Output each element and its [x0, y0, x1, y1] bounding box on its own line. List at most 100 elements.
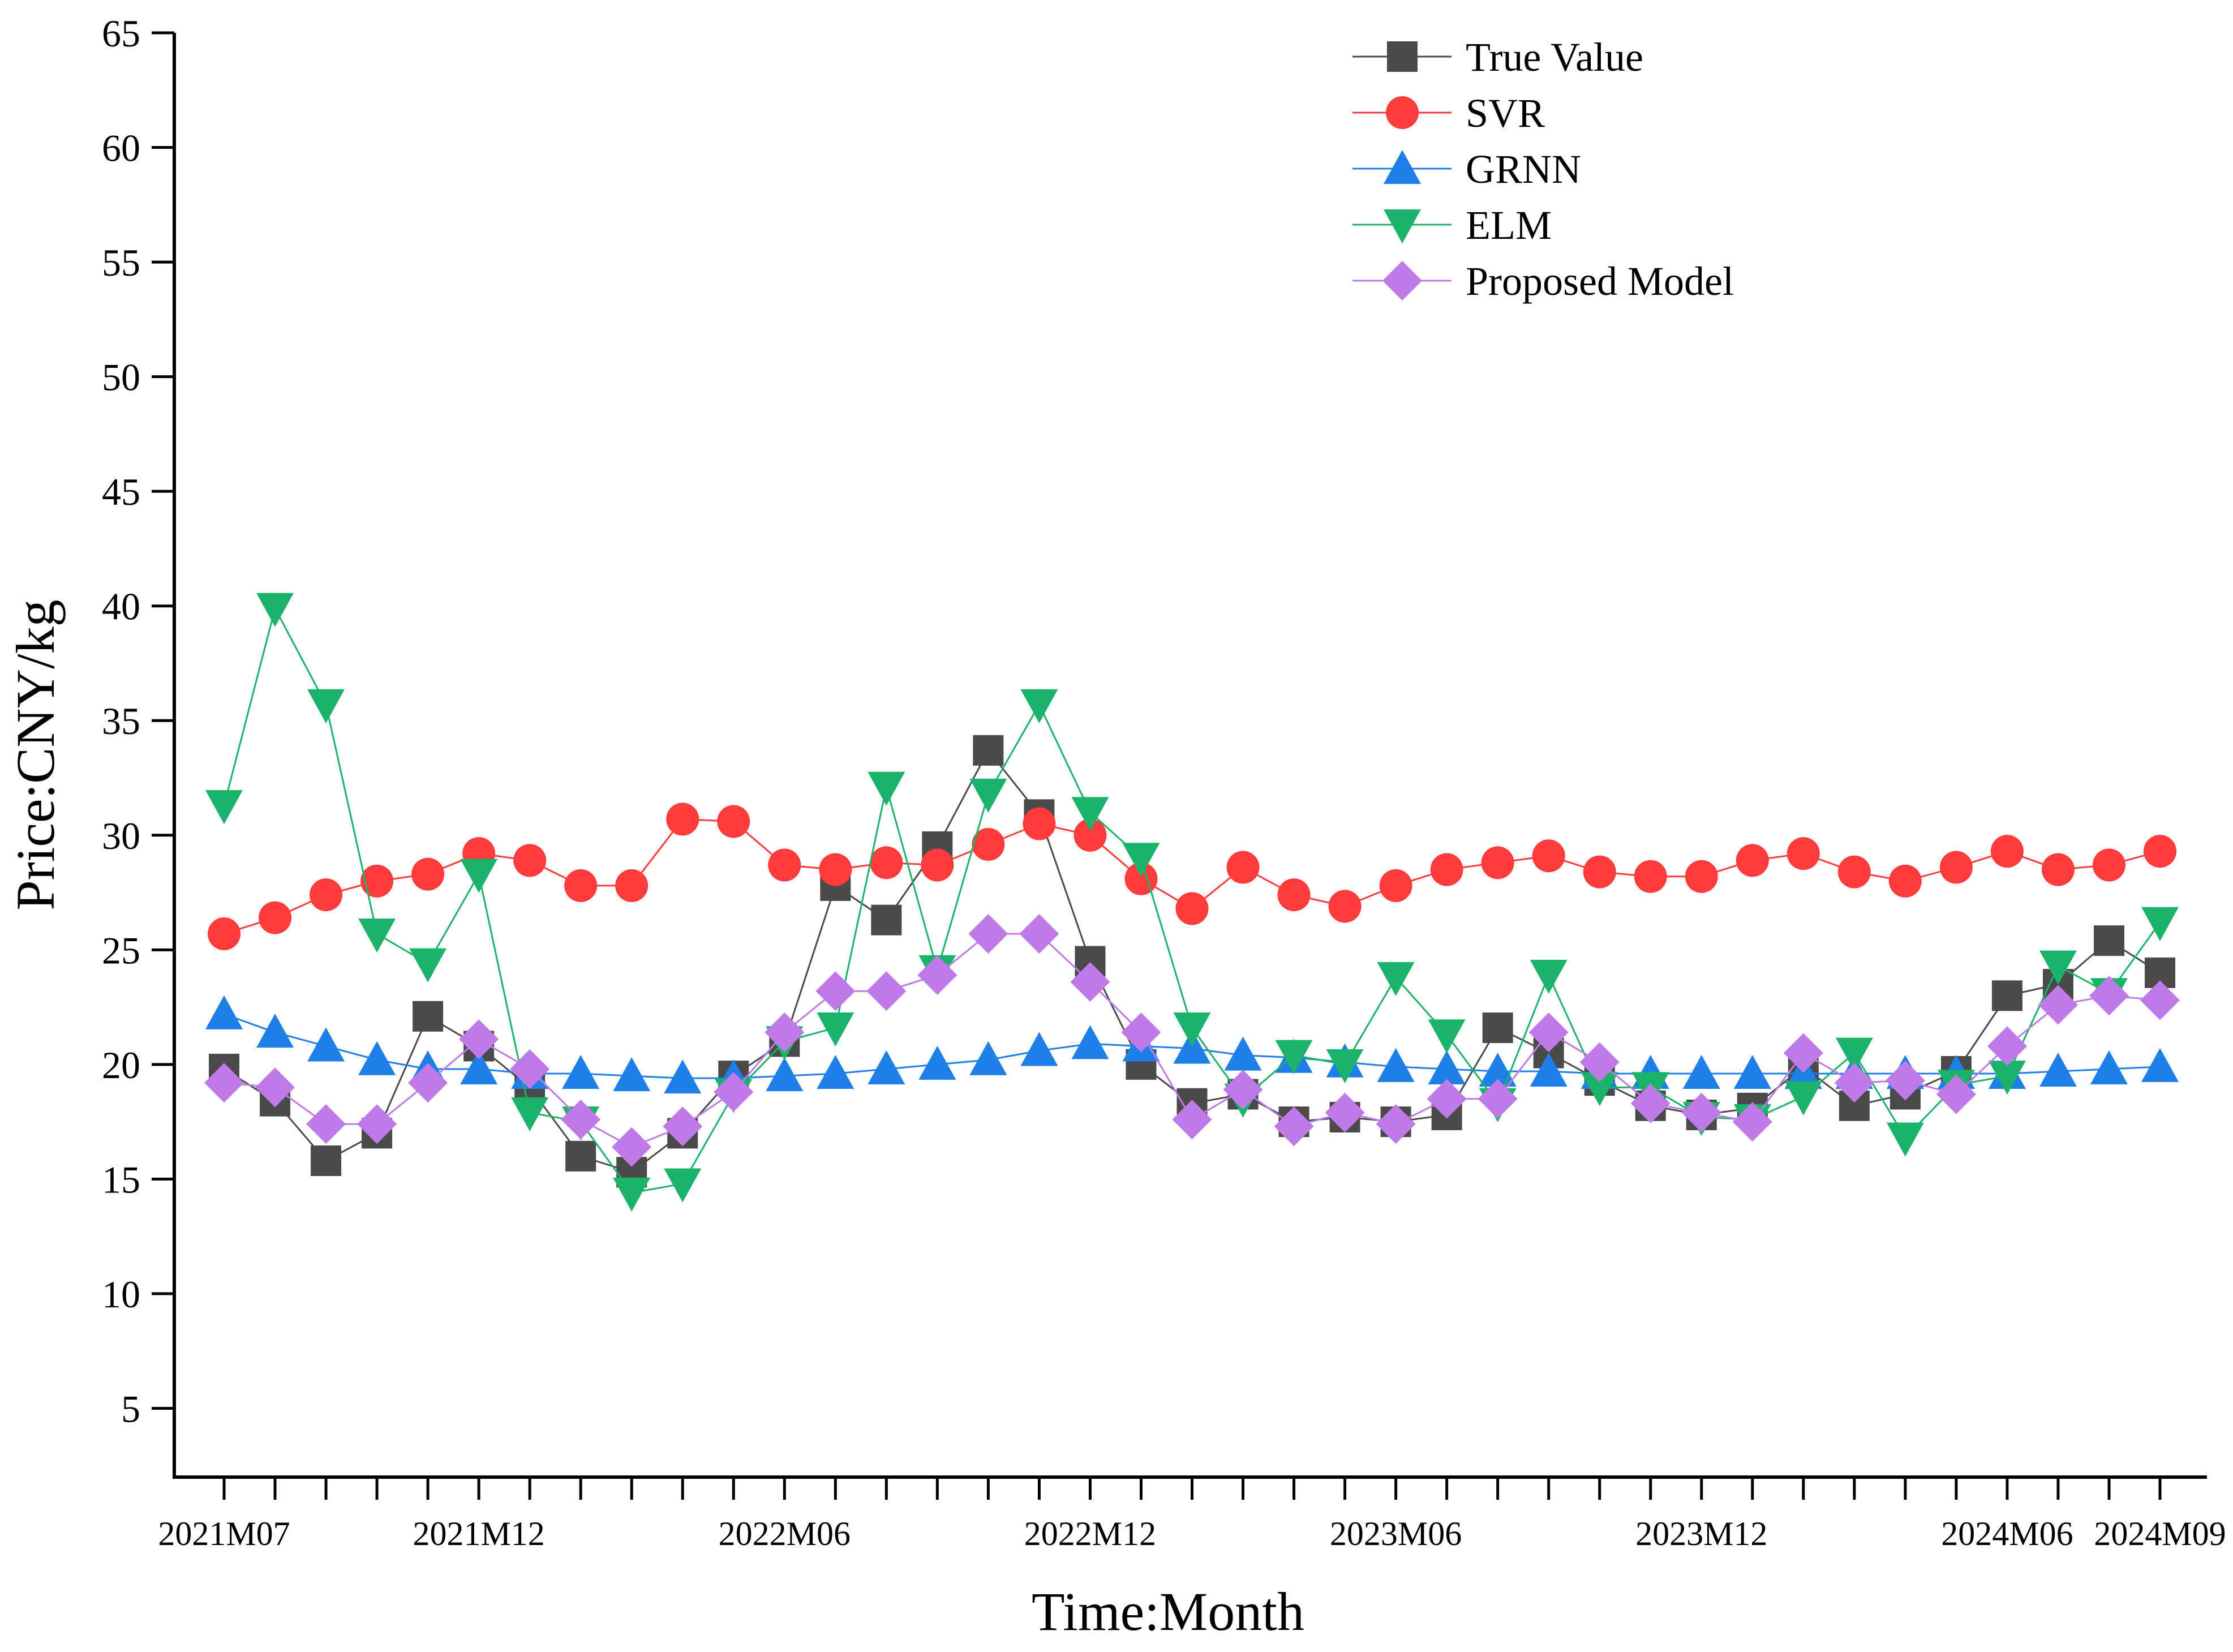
- data-point-elm: [307, 689, 345, 723]
- legend-label: ELM: [1466, 203, 1552, 248]
- data-point-true-value: [2093, 925, 2124, 956]
- y-tick-label: 20: [102, 1044, 140, 1087]
- data-point-svr: [972, 827, 1005, 861]
- data-point-svr: [1939, 851, 1973, 884]
- data-point-svr: [564, 869, 598, 902]
- data-point-proposed-model: [510, 1049, 550, 1089]
- legend-item-grnn: GRNN: [1352, 147, 1581, 192]
- data-point-elm: [868, 771, 905, 806]
- data-point-elm: [1428, 1019, 1466, 1054]
- data-point-proposed-model: [1732, 1102, 1772, 1142]
- legend-item-true-value: True Value: [1352, 35, 1643, 80]
- data-point-grnn: [460, 1050, 498, 1084]
- data-point-proposed-model: [1630, 1083, 1671, 1123]
- data-point-elm: [205, 790, 243, 825]
- data-point-proposed-model: [1070, 962, 1110, 1002]
- data-point-proposed-model: [255, 1067, 295, 1108]
- data-point-elm: [817, 1012, 854, 1047]
- data-point-grnn: [817, 1055, 854, 1089]
- axes: 5 10 15 20 25 30 35 40 45 50 55 60 65 2021M07 2021M12 2…: [102, 12, 2226, 1552]
- data-point-grnn: [969, 1041, 1007, 1075]
- y-tick-label: 55: [102, 241, 140, 284]
- data-point-svr: [717, 805, 750, 838]
- data-point-elm: [1784, 1081, 1822, 1115]
- y-tick-label: 60: [102, 127, 140, 170]
- data-point-svr: [1379, 869, 1412, 902]
- data-point-proposed-model: [1172, 1100, 1212, 1140]
- data-point-proposed-model: [1019, 913, 1059, 954]
- data-point-svr: [411, 857, 445, 891]
- legend-label: Proposed Model: [1466, 259, 1734, 304]
- data-point-elm: [1122, 843, 1160, 877]
- legend-item-elm: ELM: [1352, 203, 1552, 248]
- legend-marker-true-value: [1387, 41, 1418, 72]
- data-point-grnn: [1377, 1048, 1415, 1082]
- data-point-grnn: [1530, 1053, 1568, 1087]
- data-point-proposed-model: [1681, 1092, 1721, 1132]
- data-point-grnn: [205, 995, 243, 1029]
- data-point-true-value: [1482, 1012, 1513, 1044]
- data-point-elm: [1530, 959, 1568, 994]
- data-point-true-value: [565, 1140, 596, 1172]
- data-point-grnn: [868, 1050, 905, 1084]
- legend: True Value SVR GRNN ELM Proposed Model: [1352, 35, 1734, 304]
- data-point-proposed-model: [306, 1104, 346, 1144]
- data-point-grnn: [1173, 1029, 1211, 1064]
- data-point-grnn: [1428, 1050, 1466, 1084]
- data-point-grnn: [918, 1045, 956, 1080]
- data-point-svr: [1583, 855, 1616, 889]
- data-point-svr: [768, 848, 801, 882]
- data-point-elm: [1173, 1012, 1211, 1047]
- data-point-elm: [1020, 689, 1058, 723]
- legend-label: GRNN: [1466, 147, 1581, 192]
- data-point-svr: [1990, 835, 2024, 868]
- data-point-elm: [256, 593, 294, 627]
- y-axis-title: Price:CNY/kg: [5, 599, 66, 910]
- data-point-svr: [360, 864, 394, 898]
- data-point-svr: [2144, 835, 2176, 868]
- data-point-proposed-model: [917, 955, 957, 995]
- data-point-elm: [1835, 1037, 1873, 1072]
- legend-item-svr: SVR: [1352, 91, 1545, 136]
- data-point-elm: [1071, 797, 1109, 831]
- data-point-proposed-model: [204, 1063, 244, 1103]
- data-point-svr: [259, 901, 292, 934]
- data-point-grnn: [562, 1055, 600, 1089]
- data-point-svr: [1328, 890, 1362, 923]
- data-point-proposed-model: [866, 971, 907, 1011]
- y-tick-label: 45: [102, 470, 140, 513]
- data-point-elm: [664, 1168, 702, 1203]
- x-tick-label: 2022M06: [719, 1515, 851, 1552]
- data-point-svr: [208, 917, 241, 950]
- x-tick-label: 2023M12: [1635, 1515, 1767, 1552]
- data-point-svr: [1175, 892, 1209, 925]
- data-point-elm: [1581, 1072, 1618, 1106]
- series-svr: [208, 803, 2176, 950]
- data-point-proposed-model: [1478, 1079, 1518, 1119]
- data-point-elm: [2141, 907, 2179, 941]
- x-tick-label: 2021M12: [413, 1515, 544, 1552]
- data-point-grnn: [613, 1057, 651, 1092]
- data-point-true-value: [1991, 980, 2022, 1011]
- data-point-elm: [613, 1177, 651, 1212]
- data-point-grnn: [1682, 1055, 1720, 1089]
- x-tick-label: 2023M06: [1330, 1515, 1462, 1552]
- data-point-proposed-model: [459, 1019, 499, 1059]
- data-point-proposed-model: [1783, 1033, 1823, 1073]
- data-point-svr: [1888, 864, 1922, 898]
- data-point-elm: [1275, 1040, 1313, 1074]
- data-point-elm: [511, 1097, 549, 1131]
- y-tick-label: 5: [121, 1387, 140, 1430]
- legend-marker-grnn: [1384, 150, 1421, 184]
- series-proposed-model: [204, 913, 2180, 1167]
- data-point-true-value: [973, 735, 1004, 766]
- data-point-elm: [1326, 1049, 1364, 1083]
- data-point-proposed-model: [815, 971, 856, 1011]
- data-point-proposed-model: [1528, 1012, 1569, 1053]
- data-point-proposed-model: [1121, 1012, 1161, 1053]
- data-point-proposed-model: [663, 1106, 703, 1147]
- legend-label: True Value: [1466, 35, 1643, 80]
- data-point-svr: [819, 853, 852, 886]
- y-tick-label: 15: [102, 1158, 140, 1201]
- data-point-true-value: [871, 904, 902, 936]
